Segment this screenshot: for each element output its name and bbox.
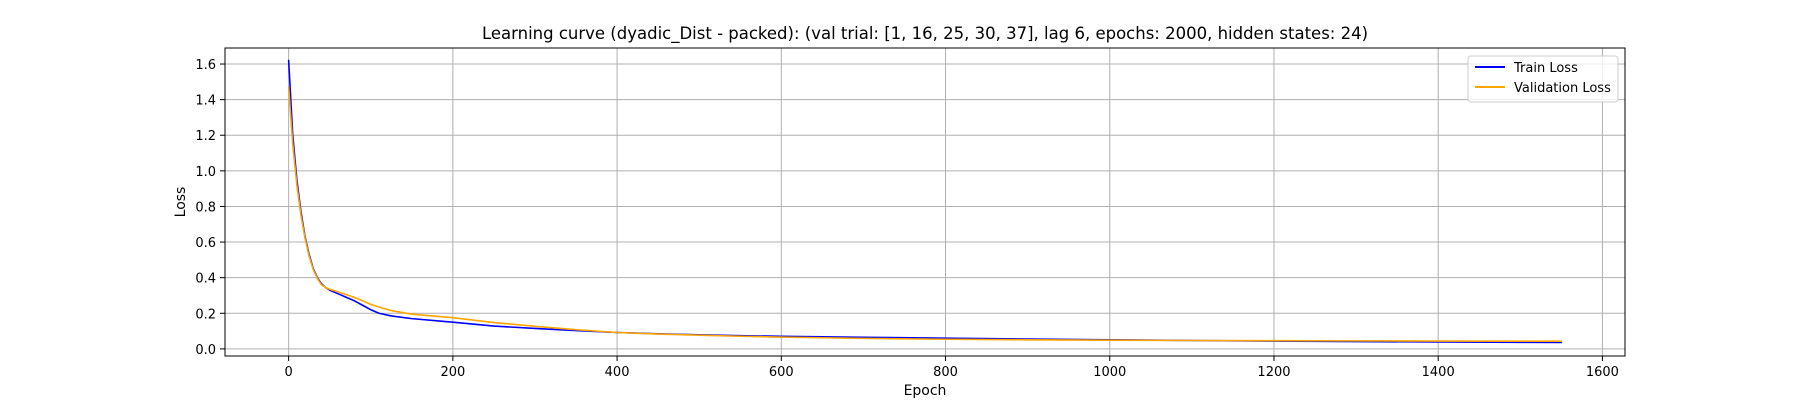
y-tick-label: 0.4	[195, 272, 216, 287]
plot-frame	[224, 47, 1626, 357]
legend-box	[1467, 55, 1619, 103]
legend: Train Loss Validation Loss	[1467, 55, 1619, 103]
x-tick-label: 600	[769, 365, 794, 380]
y-tick-label: 1.6	[195, 58, 216, 73]
y-tick-label: 0.0	[195, 343, 216, 358]
grid-layer	[225, 48, 1625, 356]
validation-loss-line	[287, 86, 1563, 343]
y-tick-label: 0.2	[195, 307, 216, 322]
x-tick-label: 1400	[1422, 365, 1455, 380]
y-tick-label: 1.4	[195, 94, 216, 109]
x-tick-label: 0	[284, 365, 292, 380]
x-tick-label: 1200	[1257, 365, 1290, 380]
chart-title: Learning curve (dyadic_Dist - packed): (…	[482, 24, 1368, 44]
x-tick-label: 800	[933, 365, 958, 380]
y-tick-label: 0.6	[195, 236, 216, 251]
y-tick-label: 0.8	[195, 200, 216, 215]
legend-label-validation-loss: Validation Loss	[1514, 81, 1611, 96]
train-loss-line	[287, 59, 1563, 344]
y-tick-label: 1.0	[195, 165, 216, 180]
x-axis-label: Epoch	[904, 383, 947, 399]
x-tick-label: 1600	[1586, 365, 1619, 380]
tick-layer: 0 200 400 600 800 1000 1200 1400 1600 0.0 0.2 0.4 0.…	[195, 58, 1619, 380]
y-axis-label: Loss	[173, 187, 189, 218]
x-tick-label: 200	[440, 365, 465, 380]
legend-label-train-loss: Train Loss	[1513, 61, 1578, 76]
series-layer	[287, 59, 1563, 344]
x-tick-label: 1000	[1093, 365, 1126, 380]
y-tick-label: 1.2	[195, 129, 216, 144]
x-tick-label: 400	[605, 365, 630, 380]
